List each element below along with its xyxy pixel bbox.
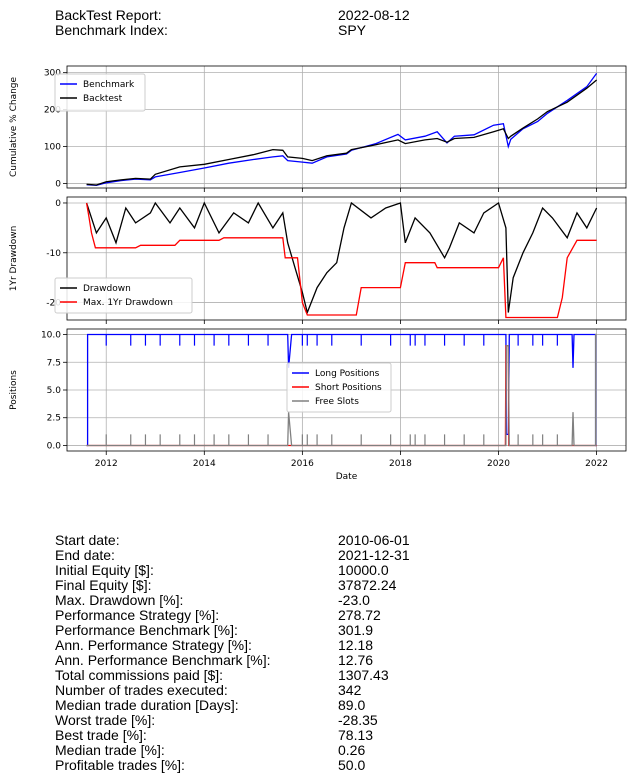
x-tick-label: 2014 — [193, 459, 216, 469]
legend-label: Long Positions — [315, 369, 380, 379]
backtest-charts: 0 100 200 300 Cumulative % Change Benchmark Ba… — [9, 65, 627, 482]
stat-value: 2010-06-01 — [338, 532, 410, 548]
stat-label: Profitable trades [%]: — [55, 757, 185, 773]
legend-label: Backtest — [83, 94, 123, 104]
legend-label: Short Positions — [315, 383, 382, 393]
stat-label: Initial Equity [$]: — [55, 562, 154, 578]
plot-frame — [66, 65, 627, 189]
stat-value: 37872.24 — [338, 577, 397, 593]
benchmark-index: SPY — [338, 22, 367, 38]
stat-label: Final Equity [$]: — [55, 577, 152, 593]
stat-value: 301.9 — [338, 622, 374, 638]
plot-frame — [66, 196, 627, 321]
stat-value: 89.0 — [338, 697, 366, 713]
stat-value: -23.0 — [338, 592, 370, 608]
stat-value: -28.35 — [338, 712, 378, 728]
stat-value: 0.26 — [338, 742, 366, 758]
y-axis-label: Positions — [9, 370, 19, 410]
legend-label: Max. 1Yr Drawdown — [83, 298, 173, 308]
y-tick-label: 100 — [44, 143, 61, 153]
y-tick-label: -20 — [46, 299, 61, 309]
legend-label: Benchmark — [83, 80, 135, 90]
stat-value: 342 — [338, 682, 362, 698]
stat-label: Total commissions paid [$]: — [55, 667, 224, 683]
legend-box — [54, 277, 193, 314]
stat-value: 12.76 — [338, 652, 374, 668]
report-date: 2022-08-12 — [338, 7, 410, 23]
stat-label: End date: — [55, 547, 115, 563]
stat-label: Worst trade [%]: — [55, 712, 156, 728]
stat-label: Ann. Performance Benchmark [%]: — [55, 652, 271, 668]
stat-label: Ann. Performance Strategy [%]: — [55, 637, 252, 653]
x-tick-label: 2020 — [487, 459, 510, 469]
stat-value: 50.0 — [338, 757, 366, 773]
legend-box — [54, 73, 146, 112]
y-tick-label: 7.5 — [47, 358, 61, 368]
plot-frame — [66, 328, 627, 452]
y-tick-label: -10 — [46, 249, 61, 259]
stat-label: Performance Strategy [%]: — [55, 607, 220, 623]
series-line — [86, 333, 597, 447]
legend-box — [286, 362, 392, 413]
stat-label: Number of trades executed: — [55, 682, 228, 698]
drawdown-panel: 0 -10 -20 1Yr Drawdown Drawdown Max. 1Yr Draw… — [9, 196, 627, 324]
report-header: BackTest Report: 2022-08-12 Benchmark In… — [55, 8, 455, 38]
legend-label: Drawdown — [83, 284, 131, 294]
header-row-benchmark: Benchmark Index: SPY — [55, 23, 455, 38]
legend-label: Free Slots — [315, 397, 359, 407]
y-tick-label: 200 — [44, 106, 61, 116]
y-axis-label: Cumulative % Change — [9, 76, 19, 177]
stat-value: 278.72 — [338, 607, 381, 623]
y-tick-label: 0.0 — [47, 441, 62, 451]
stat-label: Best trade [%]: — [55, 727, 147, 743]
positions-panel: 0.0 2.5 5.0 7.5 10.0 2012 2014 2016 2018 2020 2022… — [9, 328, 627, 482]
x-tick-label: 2018 — [389, 459, 412, 469]
y-tick-label: 2.5 — [47, 414, 61, 424]
stat-value: 10000.0 — [338, 562, 389, 578]
stat-label: Start date: — [55, 532, 120, 548]
series-line — [86, 333, 597, 447]
benchmark-label: Benchmark Index: — [55, 22, 168, 38]
series-line — [85, 202, 597, 319]
header-row-report: BackTest Report: 2022-08-12 — [55, 8, 455, 23]
stat-label: Performance Benchmark [%]: — [55, 622, 238, 638]
series-line — [86, 79, 598, 186]
y-tick-label: 5.0 — [47, 386, 62, 396]
stat-value: 2021-12-31 — [338, 547, 410, 563]
stat-value: 78.13 — [338, 727, 374, 743]
series-line — [85, 201, 598, 315]
x-tick-label: 2022 — [585, 459, 608, 469]
x-tick-label: 2016 — [291, 459, 314, 469]
y-tick-label: 0 — [55, 199, 61, 209]
cumulative-change-panel: 0 100 200 300 Cumulative % Change Benchmark Ba… — [9, 65, 627, 192]
y-tick-label: 300 — [44, 69, 61, 79]
stat-value: 1307.43 — [338, 667, 389, 683]
stat-label: Median trade duration [Days]: — [55, 697, 239, 713]
stat-value: 12.18 — [338, 637, 374, 653]
y-axis-label: 1Yr Drawdown — [9, 226, 19, 292]
stat-label: Max. Drawdown [%]: — [55, 592, 184, 608]
report-label: BackTest Report: — [55, 7, 162, 23]
x-tick-label: 2012 — [95, 459, 118, 469]
x-axis-label: Date — [336, 472, 358, 482]
stat-label: Median trade [%]: — [55, 742, 165, 758]
y-tick-label: 0 — [55, 180, 61, 190]
y-tick-label: 10.0 — [41, 331, 61, 341]
